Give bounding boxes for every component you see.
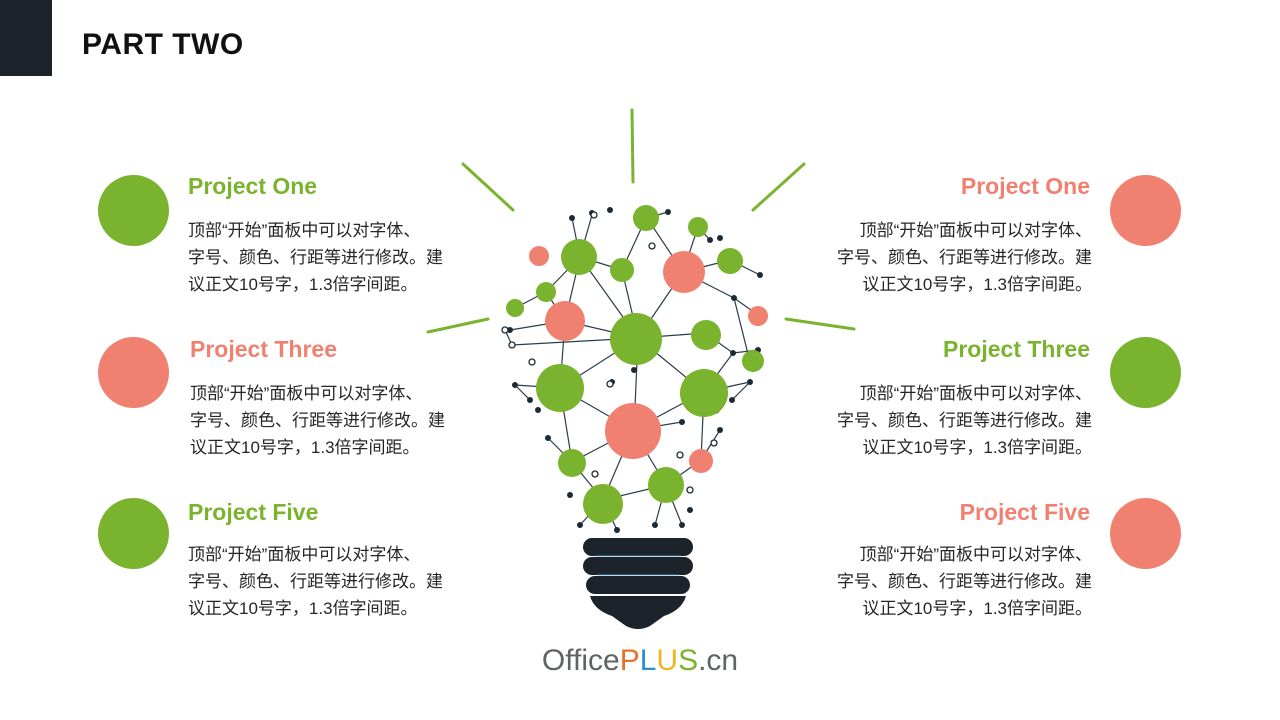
project-description: 顶部“开始”面板中可以对字体、 字号、颜色、行距等进行修改。建 议正文10号字，… (837, 221, 1092, 294)
project-description: 顶部“开始”面板中可以对字体、 字号、颜色、行距等进行修改。建 议正文10号字，… (188, 545, 443, 618)
project-description: 顶部“开始”面板中可以对字体、 字号、颜色、行距等进行修改。建 议正文10号字，… (188, 221, 443, 294)
logo-letter-u: U (656, 644, 679, 677)
project-title: Project One (188, 173, 318, 199)
ray-top (630, 108, 635, 184)
page-title: PART TWO (82, 28, 244, 61)
green-circle-icon (98, 175, 169, 246)
project-title: Project One (960, 173, 1090, 199)
officeplus-logo: OfficePLUS.cn (0, 644, 1280, 678)
bulb-base (583, 538, 693, 629)
green-circle-icon (1110, 337, 1181, 408)
pink-circle-icon (1110, 175, 1181, 246)
logo-letter-l: L (639, 644, 657, 677)
corner-accent-block (0, 0, 52, 76)
ray-upper-right (751, 162, 806, 212)
logo-letter-p: P (619, 644, 640, 677)
network-pink-nodes (529, 246, 768, 473)
logo-office: Office (541, 644, 620, 677)
project-description: 顶部“开始”面板中可以对字体、 字号、颜色、行距等进行修改。建 议正文10号字，… (837, 545, 1092, 618)
project-title: Project Three (943, 336, 1090, 362)
green-circle-icon (98, 498, 169, 569)
pink-circle-icon (98, 337, 169, 408)
logo-cn: .cn (698, 644, 739, 677)
network-green-nodes (506, 205, 764, 524)
light-rays (426, 108, 856, 334)
project-title: Project Five (959, 499, 1090, 525)
logo-letter-s: S (678, 644, 699, 677)
pink-circle-icon (1110, 498, 1181, 569)
ray-upper-left (461, 162, 515, 212)
project-description: 顶部“开始”面板中可以对字体、 字号、颜色、行距等进行修改。建 议正文10号字，… (837, 384, 1092, 457)
ray-left (426, 317, 490, 334)
lightbulb-network-icon (426, 108, 856, 629)
project-title: Project Five (188, 499, 319, 525)
ray-right (784, 317, 856, 331)
project-description: 顶部“开始”面板中可以对字体、 字号、颜色、行距等进行修改。建 议正文10号字，… (190, 384, 445, 457)
project-title: Project Three (190, 336, 337, 362)
